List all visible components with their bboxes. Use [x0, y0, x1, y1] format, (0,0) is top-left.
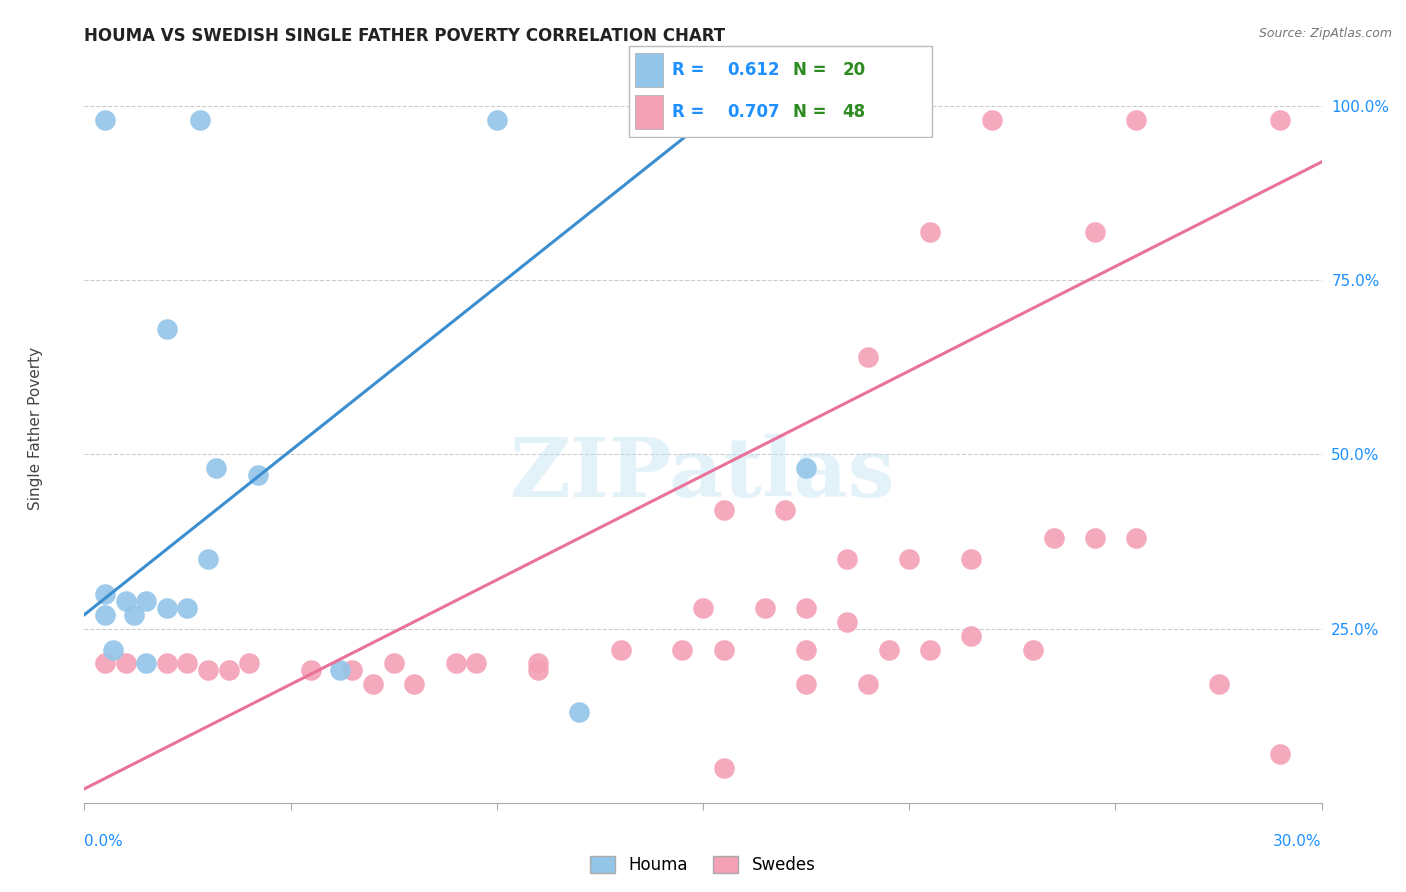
- Point: [342, 664, 364, 678]
- Point: [404, 677, 426, 691]
- Point: [794, 677, 817, 691]
- Point: [960, 629, 983, 643]
- Text: 0.707: 0.707: [728, 103, 780, 121]
- Point: [671, 642, 693, 657]
- Text: N =: N =: [793, 103, 832, 121]
- Text: 20: 20: [842, 61, 865, 78]
- Text: 0.0%: 0.0%: [84, 834, 124, 849]
- Point: [794, 461, 817, 475]
- Point: [898, 552, 921, 566]
- Point: [94, 587, 117, 601]
- Point: [1208, 677, 1230, 691]
- Point: [246, 468, 269, 483]
- Point: [713, 113, 735, 128]
- Point: [176, 657, 198, 671]
- Text: N =: N =: [793, 61, 832, 78]
- Point: [980, 113, 1002, 128]
- Point: [361, 677, 384, 691]
- Text: R =: R =: [672, 103, 710, 121]
- Point: [692, 600, 714, 615]
- Point: [568, 705, 591, 719]
- Point: [94, 113, 117, 128]
- Point: [877, 642, 900, 657]
- Point: [837, 552, 859, 566]
- Point: [960, 552, 983, 566]
- Point: [329, 664, 352, 678]
- Point: [205, 461, 228, 475]
- Point: [1270, 747, 1292, 761]
- Point: [135, 594, 157, 608]
- Text: Single Father Poverty: Single Father Poverty: [28, 347, 42, 509]
- FancyBboxPatch shape: [628, 45, 932, 137]
- Point: [1125, 113, 1147, 128]
- Point: [465, 657, 488, 671]
- Point: [794, 600, 817, 615]
- Point: [775, 503, 797, 517]
- Point: [156, 657, 179, 671]
- Point: [837, 615, 859, 629]
- Point: [485, 113, 508, 128]
- Point: [156, 322, 179, 336]
- Point: [444, 657, 467, 671]
- Point: [1042, 531, 1064, 545]
- Text: 30.0%: 30.0%: [1274, 834, 1322, 849]
- Point: [114, 594, 136, 608]
- Point: [713, 642, 735, 657]
- Point: [122, 607, 145, 622]
- Text: R =: R =: [672, 61, 710, 78]
- Point: [103, 642, 125, 657]
- Text: ZIPatlas: ZIPatlas: [510, 434, 896, 514]
- Point: [176, 600, 198, 615]
- Point: [135, 657, 157, 671]
- Point: [1084, 531, 1107, 545]
- Text: Source: ZipAtlas.com: Source: ZipAtlas.com: [1258, 27, 1392, 40]
- Point: [713, 503, 735, 517]
- Point: [218, 664, 240, 678]
- Point: [754, 600, 776, 615]
- Point: [197, 552, 219, 566]
- Point: [713, 761, 735, 775]
- Text: 0.612: 0.612: [728, 61, 780, 78]
- Text: HOUMA VS SWEDISH SINGLE FATHER POVERTY CORRELATION CHART: HOUMA VS SWEDISH SINGLE FATHER POVERTY C…: [84, 27, 725, 45]
- FancyBboxPatch shape: [636, 95, 662, 129]
- FancyBboxPatch shape: [636, 53, 662, 87]
- Point: [114, 657, 136, 671]
- Text: 48: 48: [842, 103, 865, 121]
- Point: [382, 657, 405, 671]
- Point: [1084, 225, 1107, 239]
- Point: [1125, 531, 1147, 545]
- Point: [94, 657, 117, 671]
- Point: [197, 664, 219, 678]
- Point: [527, 664, 550, 678]
- Point: [94, 607, 117, 622]
- Point: [918, 642, 941, 657]
- Point: [238, 657, 260, 671]
- Point: [1022, 642, 1045, 657]
- Legend: Houma, Swedes: Houma, Swedes: [582, 847, 824, 882]
- Point: [188, 113, 211, 128]
- Point: [794, 642, 817, 657]
- Point: [156, 600, 179, 615]
- Point: [527, 657, 550, 671]
- Point: [856, 677, 879, 691]
- Point: [856, 350, 879, 364]
- Point: [1270, 113, 1292, 128]
- Point: [918, 225, 941, 239]
- Point: [299, 664, 322, 678]
- Point: [609, 642, 631, 657]
- Point: [898, 113, 921, 128]
